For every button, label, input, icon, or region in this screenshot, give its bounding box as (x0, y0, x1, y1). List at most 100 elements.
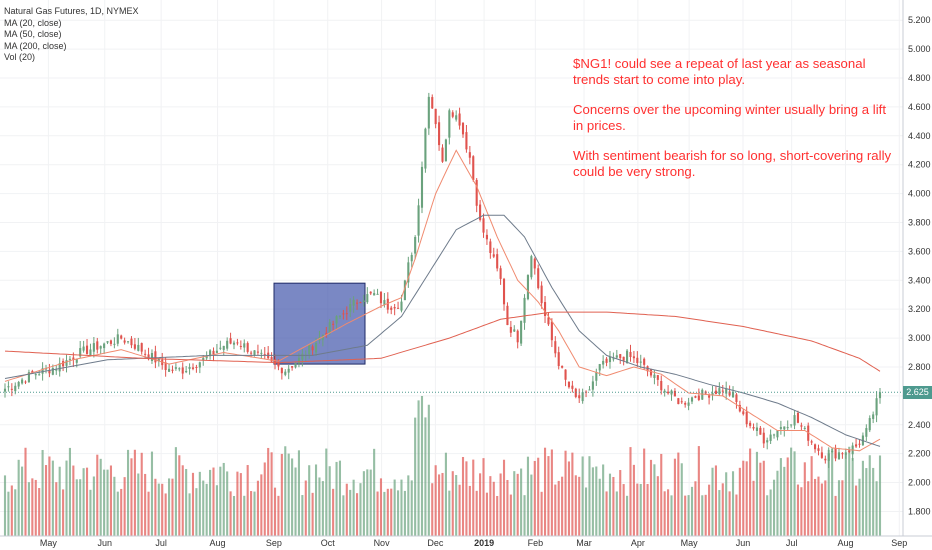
volume-bar (595, 466, 598, 536)
volume-bar (807, 481, 810, 536)
grid (0, 0, 903, 536)
time-tick-label: Aug (210, 538, 226, 548)
volume-bar (171, 478, 174, 536)
volume-bar (530, 474, 533, 536)
price-tick-label: 4.400 (908, 131, 931, 141)
volume-bar (513, 471, 516, 536)
volume-bar (745, 461, 748, 536)
candle-body (373, 293, 376, 296)
volume-bar (191, 472, 195, 536)
price-tick-label: 3.600 (908, 246, 931, 256)
volume-bar (174, 447, 177, 536)
volume-bar (181, 465, 184, 536)
candle-body (263, 354, 266, 356)
volume-bar (718, 490, 721, 536)
candle-body (441, 147, 444, 162)
volume-bar (58, 466, 61, 536)
candle-body (185, 370, 188, 373)
candle-body (188, 366, 191, 369)
ma50-line (4, 214, 881, 447)
candle-body (383, 300, 386, 305)
candle-body (472, 156, 475, 181)
candle-body (103, 343, 106, 349)
volume-bar (632, 464, 635, 536)
volume-bar (485, 492, 488, 536)
highlight-box[interactable] (273, 282, 366, 365)
candle-body (417, 205, 420, 236)
volume-bar (48, 456, 51, 536)
candle-body (530, 256, 533, 278)
chart-annotation[interactable]: $NG1! could see a repeat of last year as… (573, 56, 893, 195)
candle-body (250, 352, 253, 354)
volume-bar (690, 486, 694, 536)
volume-bar (814, 478, 817, 536)
time-tick-label: Jun (736, 538, 751, 548)
candle-body (612, 358, 615, 360)
indicator-ma50[interactable]: MA (50, close) (4, 29, 62, 39)
volume-bar (759, 462, 762, 536)
candle-body (236, 342, 239, 344)
volume-bar (581, 456, 584, 536)
volume-bar (417, 400, 420, 536)
volume-bar (188, 493, 191, 536)
volume-bar (725, 472, 728, 536)
candle-body (817, 448, 820, 451)
volume-bar (390, 488, 393, 536)
candle-body (574, 388, 577, 397)
candle-body (458, 113, 461, 126)
candle-body (694, 396, 697, 398)
indicator-volume[interactable]: Vol (20) (4, 52, 36, 62)
candle-body (82, 346, 85, 351)
candle-body (260, 352, 263, 354)
indicator-ma200[interactable]: MA (200, close) (4, 40, 67, 51)
volume-bar (550, 449, 553, 536)
candle-body (629, 351, 632, 358)
candle-body (335, 316, 338, 324)
volume-bar (509, 494, 512, 536)
candle-body (130, 338, 133, 346)
symbol-title[interactable]: Natural Gas Futures, 1D, NYMEX (4, 6, 139, 16)
candle-body (731, 391, 735, 398)
candle-body (766, 440, 769, 443)
time-axis[interactable]: May Jun Jul Aug Sep Oct Nov Dec 2019 Feb Mar Apr May… (40, 538, 907, 548)
candle-body (865, 428, 868, 437)
candle-body (461, 122, 465, 135)
price-tick-label: 4.600 (908, 102, 931, 112)
volume-bar (424, 417, 427, 536)
volume-bar (164, 493, 167, 536)
volume-bar (397, 490, 400, 536)
candle-body (178, 368, 181, 370)
candle-body (397, 307, 400, 309)
volume-bar (226, 471, 229, 536)
volume-bar (851, 457, 854, 536)
candle-body (759, 427, 762, 435)
candle-body (369, 291, 372, 294)
volume-bar (844, 454, 847, 536)
volume-bar (386, 488, 389, 536)
volume-bar (400, 479, 403, 536)
candle-body (540, 285, 543, 304)
candle-body (468, 152, 471, 158)
candle-body (79, 348, 82, 357)
candle-body (34, 374, 37, 376)
candle-body (755, 427, 759, 432)
candle-body (626, 350, 629, 364)
volume-bar (72, 465, 75, 536)
candle-body (342, 313, 345, 315)
volume-bar (827, 449, 830, 536)
candle-body (858, 443, 861, 445)
volume-bar (342, 495, 345, 536)
candle-body (776, 430, 779, 438)
indicator-ma20[interactable]: MA (20, close) (4, 17, 62, 28)
candle-body (728, 391, 731, 396)
volume-bar (878, 455, 882, 536)
candle-body (325, 332, 328, 335)
volume-bar (468, 485, 471, 536)
candle-body (653, 374, 656, 378)
candle-body (133, 344, 136, 349)
volume-bar (841, 480, 844, 536)
volume-bar (735, 494, 738, 536)
volume-bar (701, 495, 704, 536)
candle-body (711, 393, 714, 396)
